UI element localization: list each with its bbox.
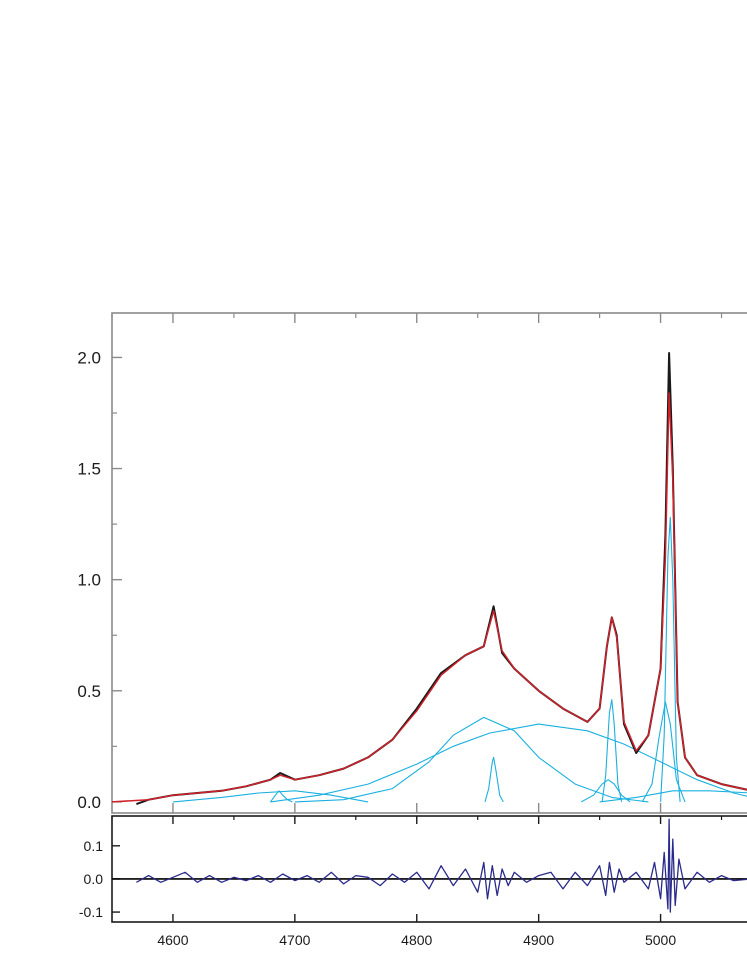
observed-spectrum-line xyxy=(136,352,747,806)
residual-line xyxy=(136,818,747,913)
y-tick-label: 0.0 xyxy=(77,793,101,812)
residual-series xyxy=(112,818,747,913)
x-tick-label: 4800 xyxy=(401,932,432,948)
spectrum-y-tick-labels: 0.0 0.5 1.0 1.5 2.0 xyxy=(77,348,101,811)
x-tick-label: 4700 xyxy=(279,932,310,948)
component-curve xyxy=(172,790,369,803)
y-tick-label: 2.0 xyxy=(77,348,101,367)
y-tick-label: 0.0 xyxy=(84,871,104,887)
component-curve xyxy=(581,779,631,803)
spectrum-series xyxy=(111,352,747,806)
residual-panel: -0.1 0.0 0.1 4600 4700 4800 4900 5000 xyxy=(79,815,747,948)
component-curve xyxy=(599,790,747,803)
component-curve xyxy=(660,516,681,802)
component-curve xyxy=(270,723,747,803)
component-curve xyxy=(294,716,649,803)
x-tick-label: 5000 xyxy=(645,932,676,948)
spectrum-plot-frame xyxy=(111,312,747,814)
spectrum-panel: 0.0 0.5 1.0 1.5 2.0 xyxy=(77,312,747,814)
component-curve xyxy=(484,756,504,803)
x-tick-label: 4600 xyxy=(157,932,188,948)
y-tick-label: 0.5 xyxy=(77,682,101,701)
residual-ticks xyxy=(111,816,723,922)
y-tick-label: 0.1 xyxy=(84,838,104,854)
residual-y-tick-labels: -0.1 0.0 0.1 xyxy=(79,838,103,920)
y-tick-label: 1.5 xyxy=(77,460,101,479)
y-tick-label: -0.1 xyxy=(79,904,103,920)
residual-plot-frame xyxy=(111,815,747,923)
residual-x-tick-labels: 4600 4700 4800 4900 5000 xyxy=(157,932,676,948)
model-fit-line xyxy=(111,392,747,803)
x-tick-label: 4900 xyxy=(523,932,554,948)
component-curve xyxy=(270,790,293,803)
y-tick-label: 1.0 xyxy=(77,571,101,590)
component-curve xyxy=(601,699,623,803)
